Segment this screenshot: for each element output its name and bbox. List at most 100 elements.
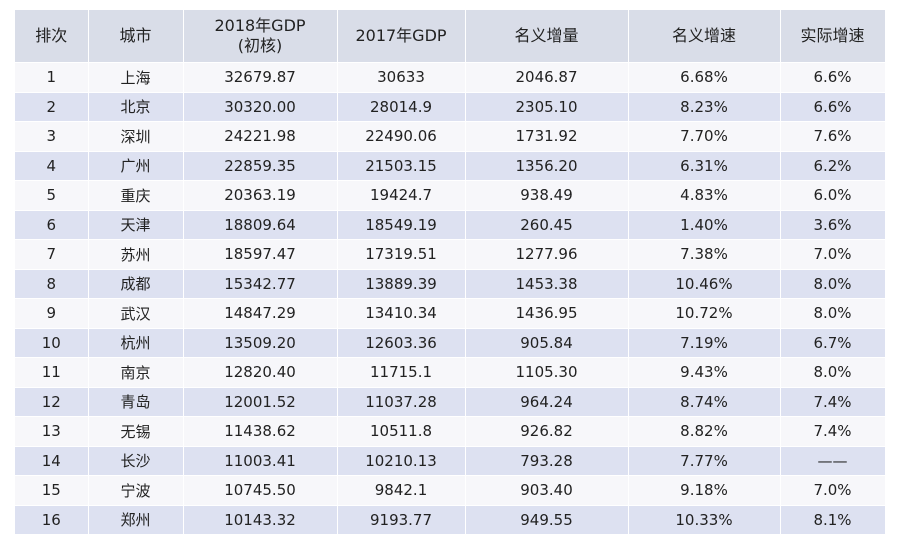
table-cell: 武汉	[88, 299, 183, 329]
table-cell: 8.1%	[780, 505, 885, 534]
table-cell: 6.7%	[780, 328, 885, 358]
table-cell: 郑州	[88, 505, 183, 534]
table-cell: 6.31%	[628, 151, 780, 181]
table-cell: 宁波	[88, 476, 183, 506]
table-cell: 13889.39	[337, 269, 465, 299]
table-cell: 6.68%	[628, 63, 780, 93]
table-cell: 深圳	[88, 122, 183, 152]
table-cell: 949.55	[465, 505, 628, 534]
table-cell: 12603.36	[337, 328, 465, 358]
table-cell: 11438.62	[183, 417, 337, 447]
table-cell: 7	[15, 240, 88, 270]
table-cell: 903.40	[465, 476, 628, 506]
table-cell: 6.6%	[780, 63, 885, 93]
table-cell: 10210.13	[337, 446, 465, 476]
table-cell: 8.0%	[780, 299, 885, 329]
table-cell: 938.49	[465, 181, 628, 211]
table-cell: 苏州	[88, 240, 183, 270]
table-cell: 13410.34	[337, 299, 465, 329]
table-cell: 8.82%	[628, 417, 780, 447]
table-cell: 18549.19	[337, 210, 465, 240]
table-cell: 1277.96	[465, 240, 628, 270]
table-cell: 1.40%	[628, 210, 780, 240]
table-cell: 9.18%	[628, 476, 780, 506]
table-cell: 6.0%	[780, 181, 885, 211]
table-cell: 12820.40	[183, 358, 337, 388]
table-cell: 32679.87	[183, 63, 337, 93]
table-cell: 青岛	[88, 387, 183, 417]
table-cell: 1731.92	[465, 122, 628, 152]
table-cell: 20363.19	[183, 181, 337, 211]
table-cell: 上海	[88, 63, 183, 93]
table-cell: 13509.20	[183, 328, 337, 358]
table-cell: 7.0%	[780, 476, 885, 506]
table-cell: 8.0%	[780, 269, 885, 299]
table-cell: 3	[15, 122, 88, 152]
table-cell: 2046.87	[465, 63, 628, 93]
table-cell: 18809.64	[183, 210, 337, 240]
table-cell: 7.38%	[628, 240, 780, 270]
table-cell: 6.2%	[780, 151, 885, 181]
table-cell: 9	[15, 299, 88, 329]
table-cell: 8.23%	[628, 92, 780, 122]
header-line: (初核)	[184, 36, 337, 56]
table-cell: 11715.1	[337, 358, 465, 388]
table-cell: 1356.20	[465, 151, 628, 181]
header-line: 2018年GDP	[184, 16, 337, 36]
table-cell: 7.19%	[628, 328, 780, 358]
table-cell: 12001.52	[183, 387, 337, 417]
table-cell: 926.82	[465, 417, 628, 447]
table-cell: 10143.32	[183, 505, 337, 534]
table-cell: 14847.29	[183, 299, 337, 329]
table-cell: 22490.06	[337, 122, 465, 152]
table-cell: 30320.00	[183, 92, 337, 122]
header-cell: 名义增量	[465, 10, 628, 63]
table-cell: 2	[15, 92, 88, 122]
table-cell: 10.46%	[628, 269, 780, 299]
table-cell: 4.83%	[628, 181, 780, 211]
table-cell: 21503.15	[337, 151, 465, 181]
table-cell: 7.77%	[628, 446, 780, 476]
table-cell: 9.43%	[628, 358, 780, 388]
table-cell: 南京	[88, 358, 183, 388]
table-cell: 10.33%	[628, 505, 780, 534]
header-cell: 城市	[88, 10, 183, 63]
table-cell: 17319.51	[337, 240, 465, 270]
table-cell: 16	[15, 505, 88, 534]
table-cell: 28014.9	[337, 92, 465, 122]
table-cell: 7.70%	[628, 122, 780, 152]
table-cell: 11037.28	[337, 387, 465, 417]
table-cell: 24221.98	[183, 122, 337, 152]
table-cell: 4	[15, 151, 88, 181]
header-cell: 实际增速	[780, 10, 885, 63]
table-cell: 7.6%	[780, 122, 885, 152]
table-cell: 1105.30	[465, 358, 628, 388]
table-cell: 广州	[88, 151, 183, 181]
table-cell: 2305.10	[465, 92, 628, 122]
table-cell: ——	[780, 446, 885, 476]
table-cell: 长沙	[88, 446, 183, 476]
table-cell: 7.4%	[780, 417, 885, 447]
page: {"table": { "header": ["排次", "城市", ["201…	[0, 0, 903, 522]
table-cell: 5	[15, 181, 88, 211]
table-cell: 22859.35	[183, 151, 337, 181]
header-cell: 2018年GDP(初核)	[183, 10, 337, 63]
table-cell: 15	[15, 476, 88, 506]
table-cell: 15342.77	[183, 269, 337, 299]
table-cell: 905.84	[465, 328, 628, 358]
